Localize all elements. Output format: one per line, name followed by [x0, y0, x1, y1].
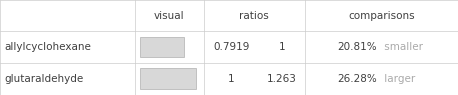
- Text: 26.28%: 26.28%: [337, 74, 376, 84]
- Bar: [140, 37, 184, 57]
- Text: comparisons: comparisons: [348, 11, 414, 21]
- Text: visual: visual: [154, 11, 185, 21]
- Bar: [140, 68, 196, 89]
- Text: 20.81%: 20.81%: [337, 42, 376, 52]
- Text: 1.263: 1.263: [267, 74, 297, 84]
- Text: 1: 1: [278, 42, 285, 52]
- Text: smaller: smaller: [381, 42, 423, 52]
- Text: ratios: ratios: [240, 11, 269, 21]
- Text: allylcyclohexane: allylcyclohexane: [5, 42, 92, 52]
- Text: larger: larger: [381, 74, 415, 84]
- Text: glutaraldehyde: glutaraldehyde: [5, 74, 84, 84]
- Text: 1: 1: [228, 74, 234, 84]
- Text: 0.7919: 0.7919: [213, 42, 250, 52]
